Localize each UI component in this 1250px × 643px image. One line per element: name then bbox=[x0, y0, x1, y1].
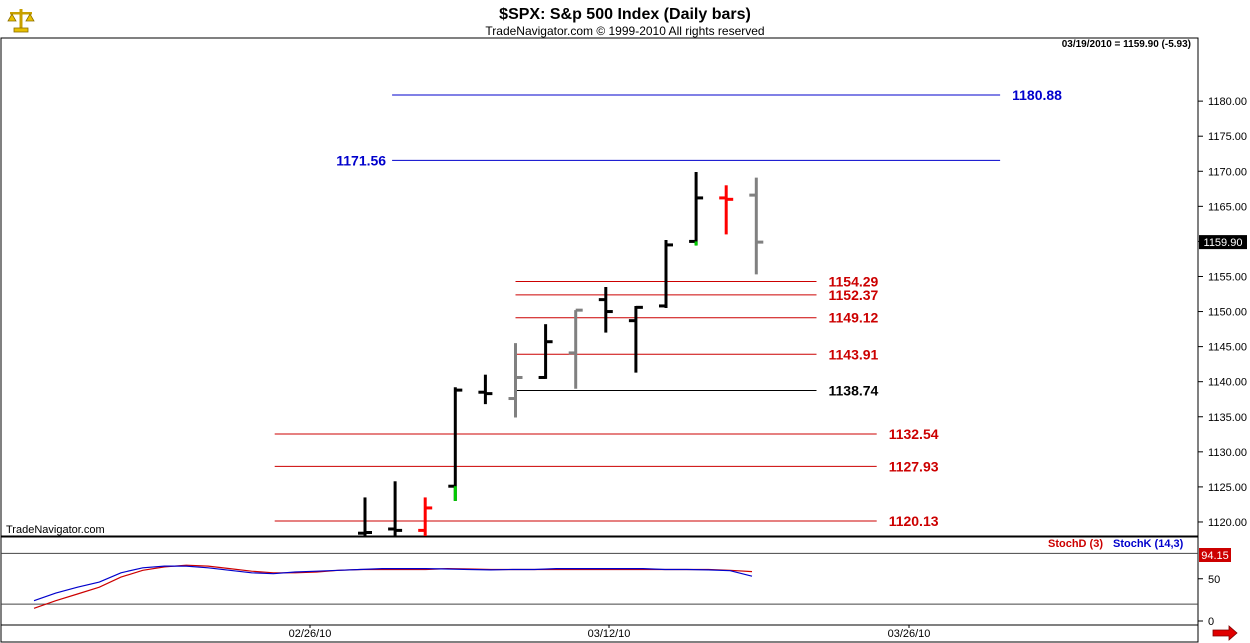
level-label: 1180.88 bbox=[1012, 87, 1062, 103]
stoch-last-box bbox=[1199, 548, 1231, 562]
price-tick-label: 1120.00 bbox=[1208, 517, 1247, 529]
level-label: 1149.12 bbox=[829, 310, 879, 326]
stoch-last-label: 94.15 bbox=[1201, 550, 1229, 562]
level-label: 1132.54 bbox=[889, 426, 939, 442]
legend-stochd: StochD (3) bbox=[1048, 538, 1103, 550]
price-tick-label: 1155.00 bbox=[1208, 271, 1247, 283]
last-price-box bbox=[1199, 235, 1247, 250]
last-price-label: 1159.90 bbox=[1204, 237, 1243, 249]
price-axis: 1120.00 1125.00 1130.00 1135.00 1140.00 1145.… bbox=[1198, 96, 1247, 529]
price-tick-label: 1135.00 bbox=[1208, 412, 1247, 424]
watermark: TradeNavigator.com bbox=[6, 524, 105, 536]
last-price-marker: 1159.90 bbox=[1199, 235, 1247, 250]
price-tick-label: 1140.00 bbox=[1208, 377, 1247, 389]
copyright-text: TradeNavigator.com © 1999-2010 All right… bbox=[485, 24, 764, 38]
level-label: 1120.13 bbox=[889, 513, 939, 529]
bar-group bbox=[358, 171, 764, 536]
stochastic-axis: 50 0 94.15 bbox=[1198, 548, 1231, 628]
price-tick-label: 1175.00 bbox=[1208, 131, 1247, 143]
scales-icon[interactable] bbox=[6, 6, 36, 34]
level-label: 1154.29 bbox=[829, 273, 879, 289]
legend-stochk: StochK (14,3) bbox=[1113, 538, 1184, 550]
stochastic-pane[interactable] bbox=[0, 536, 1199, 626]
date-tick-label: 03/26/10 bbox=[888, 628, 931, 640]
level-label: 1152.37 bbox=[829, 287, 879, 303]
stochastic-line bbox=[33, 564, 753, 609]
level-label: 1127.93 bbox=[889, 458, 939, 474]
stoch-tick-label: 50 bbox=[1208, 574, 1220, 586]
date-axis: 02/26/10 03/12/10 03/26/10 bbox=[289, 625, 931, 640]
price-tick-label: 1125.00 bbox=[1208, 482, 1247, 494]
date-tick-label: 03/12/10 bbox=[588, 628, 631, 640]
level-label: 1138.74 bbox=[829, 383, 879, 399]
price-pane[interactable] bbox=[0, 37, 1199, 537]
stochastic-line bbox=[33, 565, 753, 602]
price-tick-label: 1170.00 bbox=[1208, 166, 1247, 178]
chart-title: $SPX: S&p 500 Index (Daily bars) bbox=[499, 6, 751, 23]
time-axis bbox=[0, 624, 1199, 643]
stochastic-grid bbox=[1, 552, 1198, 605]
level-label: 1143.91 bbox=[829, 346, 879, 362]
price-tick-label: 1150.00 bbox=[1208, 307, 1247, 319]
stoch-tick-label: 0 bbox=[1208, 616, 1214, 628]
price-tick-label: 1180.00 bbox=[1208, 96, 1247, 108]
stochastic-lines bbox=[33, 564, 753, 609]
right-arrow-icon[interactable] bbox=[1212, 625, 1238, 641]
date-tick-label: 02/26/10 bbox=[289, 628, 332, 640]
level-label: 1171.56 bbox=[336, 152, 386, 168]
price-tick-label: 1165.00 bbox=[1208, 201, 1247, 213]
price-tick-label: 1130.00 bbox=[1208, 447, 1247, 459]
bar-info: 03/19/2010 = 1159.90 (-5.93) bbox=[1062, 39, 1191, 50]
price-bars bbox=[358, 171, 764, 536]
price-tick-label: 1145.00 bbox=[1208, 342, 1247, 354]
